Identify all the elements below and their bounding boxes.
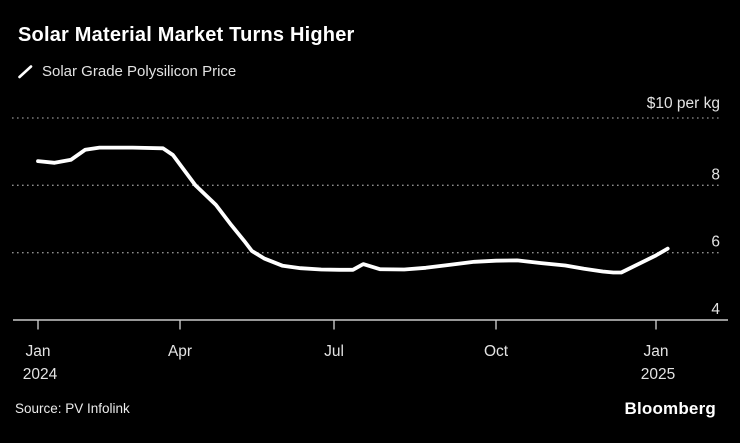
x-tick-sublabel-2025: 2025	[641, 366, 675, 383]
legend-label: Solar Grade Polysilicon Price	[42, 63, 237, 80]
y-tick-label-10: $10 per kg	[647, 95, 720, 112]
x-tick-label-Apr: Apr	[168, 343, 192, 360]
x-tick-sublabel-2024: 2024	[23, 366, 58, 383]
x-tick-label-Oct: Oct	[484, 343, 509, 360]
x-tick-label-Jan: Jan	[26, 343, 51, 360]
x-tick-label-Jan: Jan	[644, 343, 669, 360]
x-axis: Jan 2024 Apr Jul Oct Jan 2025	[13, 319, 728, 383]
line-series-icon	[18, 64, 33, 78]
page-title: Solar Material Market Turns Higher	[18, 24, 355, 46]
y-tick-label-6: 6	[711, 234, 720, 251]
series-legend: Solar Grade Polysilicon Price	[17, 63, 236, 80]
y-axis-labels: $10 per kg 8 6 4	[647, 95, 721, 318]
gridlines	[12, 117, 722, 254]
bloomberg-logo: Bloomberg	[624, 399, 716, 418]
source-note: Source: PV Infolink	[15, 401, 130, 416]
x-tick-label-Jul: Jul	[324, 343, 344, 360]
y-tick-label-8: 8	[711, 166, 720, 183]
y-tick-label-4: 4	[711, 301, 720, 318]
price-line	[36, 145, 670, 275]
